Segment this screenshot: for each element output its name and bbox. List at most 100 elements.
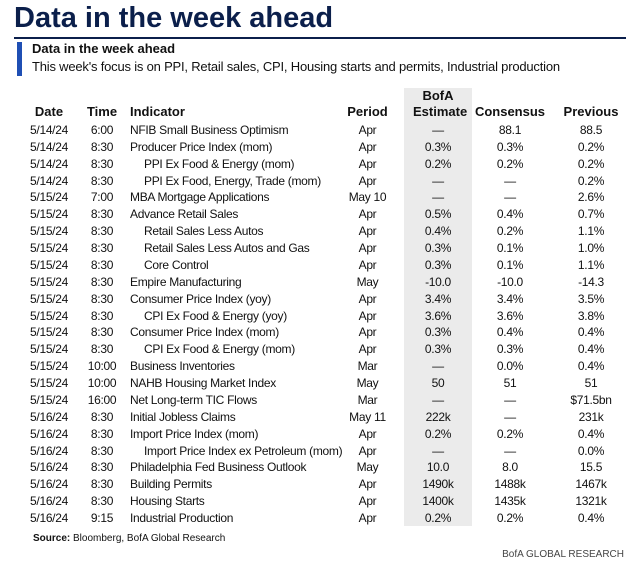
date-cell: 5/15/24	[30, 241, 68, 256]
previous-cell: 0.2%	[577, 139, 605, 154]
consensus-cell: 0.1%	[496, 257, 524, 272]
consensus-cell: 0.4%	[496, 207, 524, 222]
period-cell: May 10	[348, 190, 387, 205]
bofa-estimate-cell: 222k	[425, 409, 451, 424]
period-cell: Apr	[358, 224, 377, 239]
time-cell: 8:30	[90, 241, 114, 256]
previous-cell: 0.4%	[577, 511, 605, 525]
indicator-cell: Empire Manufacturing	[130, 274, 242, 289]
consensus-cell: —	[504, 392, 516, 407]
previous-cell: 51	[584, 376, 598, 391]
indicator-cell: Producer Price Index (mom)	[130, 139, 273, 154]
date-cell: 5/15/24	[30, 325, 68, 340]
bofa-estimate-cell: —	[432, 392, 444, 407]
consensus-cell: —	[504, 409, 516, 424]
time-cell: 8:30	[90, 443, 114, 458]
period-cell: May	[356, 376, 379, 391]
time-cell: 8:30	[90, 274, 114, 289]
bofa-estimate-cell: 0.2%	[424, 511, 452, 525]
time-cell: 8:30	[90, 460, 114, 475]
time-cell: 8:30	[90, 308, 114, 323]
column-header: Period	[347, 104, 388, 119]
date-cell: 5/16/24	[30, 511, 68, 525]
period-cell: May 11	[349, 409, 386, 424]
bofa-estimate-cell: 0.3%	[424, 342, 452, 357]
period-cell: Mar	[357, 392, 378, 407]
period-cell: Apr	[358, 173, 377, 188]
time-cell: 8:30	[90, 342, 114, 357]
indicator-cell: Core Control	[144, 257, 209, 272]
previous-cell: 0.2%	[577, 173, 605, 188]
date-cell: 5/15/24	[30, 291, 68, 306]
time-cell: 16:00	[87, 392, 117, 407]
consensus-cell: —	[504, 173, 516, 188]
bofa-estimate-cell: 1490k	[422, 477, 454, 492]
period-cell: Apr	[358, 494, 377, 509]
consensus-cell: 8.0	[502, 460, 518, 475]
time-cell: 8:30	[90, 426, 114, 441]
bofa-estimate-cell: 50	[431, 376, 445, 391]
time-cell: 10:00	[87, 376, 117, 391]
previous-cell: 0.0%	[577, 443, 605, 458]
previous-cell: 0.7%	[577, 207, 605, 222]
indicator-cell: MBA Mortgage Applications	[130, 190, 270, 205]
date-cell: 5/15/24	[30, 308, 68, 323]
bofa-estimate-cell: 0.2%	[424, 426, 452, 441]
date-cell: 5/16/24	[30, 494, 68, 509]
period-cell: Apr	[358, 156, 377, 171]
source: Source: Bloomberg, BofA Global Research	[33, 533, 225, 544]
date-cell: 5/14/24	[30, 139, 68, 154]
period-cell: Apr	[358, 139, 377, 154]
indicator-cell: Import Price Index ex Petroleum (mom)	[144, 443, 343, 458]
previous-cell: 1321k	[575, 494, 607, 509]
date-cell: 5/16/24	[30, 443, 68, 458]
indicator-cell: CPI Ex Food & Energy (yoy)	[144, 308, 287, 323]
consensus-cell: —	[504, 190, 516, 205]
time-cell: 10:00	[87, 359, 117, 374]
previous-cell: 1.0%	[577, 241, 605, 256]
consensus-cell: 0.2%	[496, 156, 524, 171]
consensus-cell: 0.4%	[496, 325, 524, 340]
previous-cell: 3.5%	[577, 291, 605, 306]
period-cell: Apr	[358, 511, 377, 525]
time-cell: 8:30	[90, 173, 114, 188]
page-title: Data in the week ahead	[14, 2, 334, 34]
source-text: Bloomberg, BofA Global Research	[73, 533, 226, 544]
bofa-estimate-cell: 3.4%	[424, 291, 452, 306]
indicator-cell: CPI Ex Food & Energy (mom)	[144, 342, 295, 357]
date-cell: 5/16/24	[30, 477, 68, 492]
brand: BofA GLOBAL RESEARCH	[502, 549, 624, 560]
bofa-estimate-cell: —	[432, 173, 444, 188]
period-cell: Apr	[358, 257, 377, 272]
previous-cell: 0.4%	[577, 426, 605, 441]
previous-cell: 0.2%	[577, 156, 605, 171]
date-cell: 5/15/24	[30, 342, 68, 357]
time-cell: 6:00	[90, 123, 114, 137]
bofa-estimate-cell: —	[432, 123, 444, 137]
column-header: Date	[34, 104, 64, 119]
bofa-estimate-cell: 3.6%	[424, 308, 452, 323]
indicator-cell: Advance Retail Sales	[130, 207, 239, 222]
bofa-estimate-cell: 1400k	[422, 494, 454, 509]
consensus-cell: 0.2%	[496, 224, 524, 239]
column-header: Indicator	[130, 104, 185, 119]
column-header: Previous	[563, 104, 619, 119]
date-cell: 5/14/24	[30, 173, 68, 188]
indicator-cell: NAHB Housing Market Index	[130, 376, 276, 391]
consensus-cell: 0.0%	[496, 359, 524, 374]
date-cell: 5/15/24	[30, 224, 68, 239]
time-cell: 8:30	[90, 477, 114, 492]
bofa-estimate-cell: —	[432, 190, 444, 205]
time-cell: 8:30	[90, 291, 114, 306]
bofa-estimate-cell: 0.5%	[424, 207, 452, 222]
bofa-estimate-cell: -10.0	[425, 274, 451, 289]
consensus-cell: 88.1	[498, 123, 522, 137]
time-cell: 8:30	[90, 494, 114, 509]
consensus-cell: 1435k	[494, 494, 526, 509]
previous-cell: 1.1%	[577, 257, 605, 272]
indicator-cell: PPI Ex Food & Energy (mom)	[144, 156, 295, 171]
period-cell: May	[356, 274, 379, 289]
time-cell: 8:30	[90, 325, 114, 340]
column-header: Consensus	[474, 104, 546, 119]
